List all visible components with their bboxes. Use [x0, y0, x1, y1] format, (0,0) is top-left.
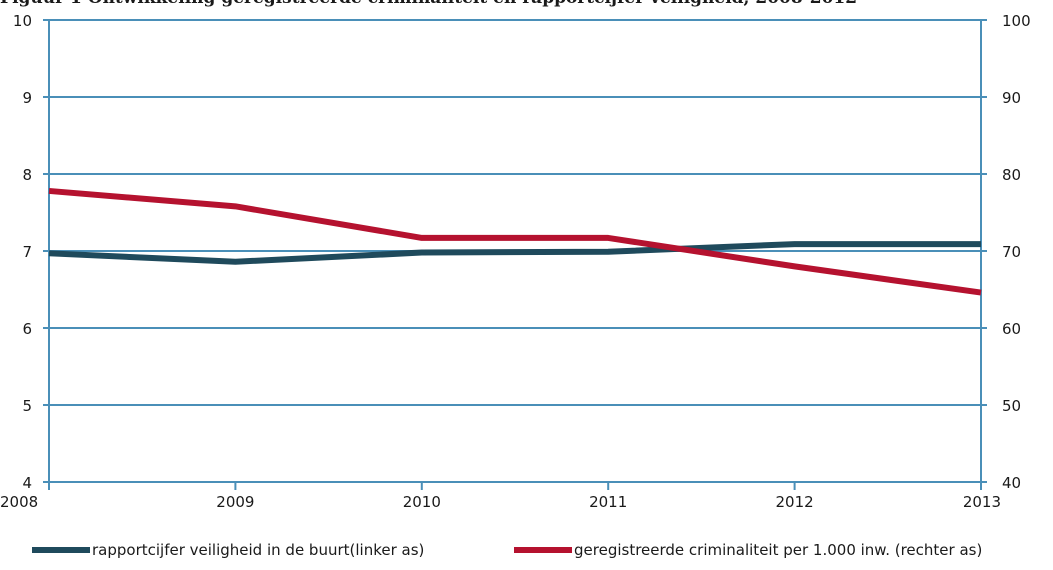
line-chart: 4 40 5 50 6 60 7 70 8 80 9 90 10 100 2008 2009 2010 2011 2… [0, 12, 1031, 511]
legend-item-criminaliteit: geregistreerde criminaliteit per 1.000 i… [514, 541, 982, 559]
right-tick-label-100: 100 [1002, 12, 1031, 30]
x-tick-label-2009: 2009 [216, 493, 254, 511]
right-tick-label-60: 60 [1002, 320, 1021, 338]
legend-label-criminaliteit: geregistreerde criminaliteit per 1.000 i… [574, 541, 983, 559]
right-tick-label-90: 90 [1002, 89, 1021, 107]
left-tick-label-9: 9 [22, 89, 32, 107]
left-tick-label-6: 6 [22, 320, 32, 338]
legend-item-rapportcijfer: rapportcijfer veiligheid in de buurt(lin… [32, 541, 424, 559]
x-tick-label-2011: 2011 [589, 493, 627, 511]
left-tick-label-4: 4 [22, 474, 32, 492]
x-tick-label-2012: 2012 [776, 493, 814, 511]
x-tick-label-2008: 2008 [0, 493, 38, 511]
legend-swatch-criminaliteit [514, 547, 572, 553]
left-tick-label-7: 7 [22, 243, 32, 261]
legend-label-rapportcijfer: rapportcijfer veiligheid in de buurt(lin… [92, 541, 425, 559]
series-line-criminaliteit [48, 187, 982, 296]
right-tick-label-70: 70 [1002, 243, 1021, 261]
left-tick-label-8: 8 [22, 166, 32, 184]
legend-swatch-rapportcijfer [32, 547, 90, 553]
right-tick-label-50: 50 [1002, 397, 1021, 415]
left-tick-label-5: 5 [22, 397, 32, 415]
chart-legend: rapportcijfer veiligheid in de buurt(lin… [0, 541, 1053, 565]
x-tick-label-2010: 2010 [403, 493, 441, 511]
left-tick-label-10: 10 [13, 12, 32, 30]
right-tick-label-40: 40 [1002, 474, 1021, 492]
x-tick-label-2013: 2013 [963, 493, 1001, 511]
right-tick-label-80: 80 [1002, 166, 1021, 184]
series-line-rapportcijfer [48, 241, 981, 265]
chart-title: Figuur 1 Ontwikkeling geregistreerde cri… [0, 0, 1053, 8]
